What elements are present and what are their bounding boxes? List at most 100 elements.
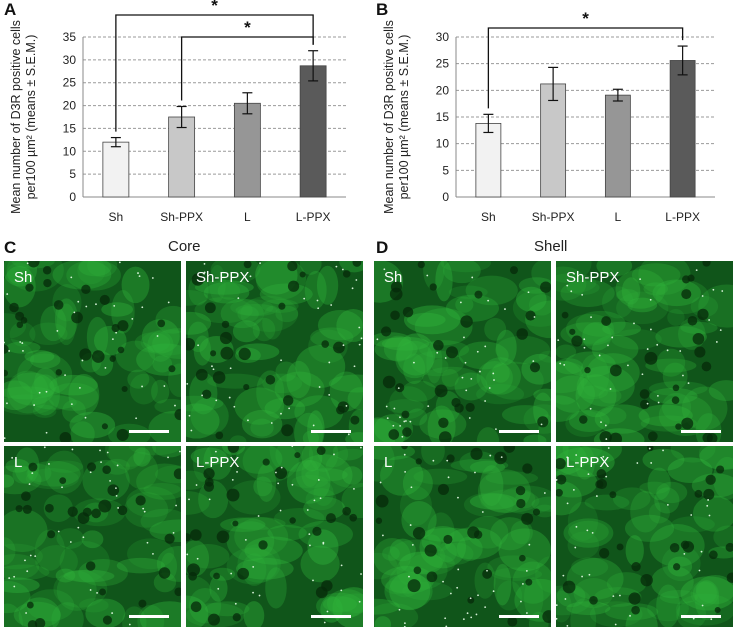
puncta <box>492 372 495 375</box>
puncta <box>360 446 362 449</box>
puncta <box>707 499 710 501</box>
stain-patch <box>322 596 357 613</box>
stain-patch <box>645 358 697 373</box>
stain-patch <box>495 329 517 366</box>
cell-nucleus <box>34 617 46 627</box>
cell-nucleus <box>467 526 480 539</box>
cell-nucleus <box>647 431 658 442</box>
cell-nucleus <box>515 485 526 496</box>
puncta <box>95 303 97 306</box>
puncta <box>385 405 388 408</box>
puncta <box>84 416 87 419</box>
stain-patch <box>295 344 346 388</box>
puncta <box>48 463 50 465</box>
puncta <box>646 348 649 350</box>
stain-patch <box>307 410 325 442</box>
cell-nucleus <box>138 599 147 608</box>
cell-nucleus <box>71 311 83 324</box>
puncta <box>215 399 218 402</box>
stain-patch <box>474 562 496 599</box>
puncta <box>104 366 107 369</box>
micrograph-texture <box>374 261 551 442</box>
stain-patch <box>479 465 504 507</box>
stain-patch <box>5 458 30 473</box>
puncta <box>203 271 206 274</box>
puncta <box>8 350 11 352</box>
stain-patch <box>406 312 446 327</box>
stain-patch <box>140 329 181 356</box>
stain-patch <box>658 395 713 436</box>
cell-nucleus <box>121 385 128 393</box>
puncta <box>602 455 605 458</box>
puncta <box>487 299 490 302</box>
cell-nucleus <box>26 601 34 609</box>
stain-patch <box>384 572 433 610</box>
puncta <box>106 451 109 454</box>
puncta <box>446 459 449 462</box>
shell-micrograph-l-ppx: L-PPX <box>556 446 733 627</box>
stain-patch <box>445 294 500 322</box>
puncta <box>360 573 362 575</box>
cell-nucleus <box>109 355 116 362</box>
stain-patch <box>589 601 643 627</box>
stain-patch <box>380 455 424 496</box>
stain-patch <box>374 446 415 461</box>
cell-nucleus <box>726 572 733 583</box>
puncta <box>466 612 469 615</box>
puncta <box>500 456 503 459</box>
cell-nucleus <box>525 310 536 321</box>
stain-patch <box>573 578 614 609</box>
stain-patch <box>638 261 691 295</box>
puncta <box>319 497 322 500</box>
puncta <box>543 492 546 494</box>
stain-patch <box>399 551 443 575</box>
puncta <box>495 428 497 431</box>
puncta <box>236 471 238 473</box>
stain-patch <box>59 541 110 583</box>
stain-patch <box>695 575 733 605</box>
puncta <box>595 495 598 497</box>
puncta <box>335 265 338 268</box>
puncta <box>401 435 404 438</box>
stain-patch <box>24 350 55 363</box>
puncta <box>605 475 608 478</box>
stain-patch <box>154 465 181 484</box>
cell-nucleus <box>238 347 251 361</box>
stain-patch <box>32 404 57 418</box>
bar-l-ppx <box>669 60 696 198</box>
cell-nucleus <box>243 383 250 391</box>
stain-patch <box>55 568 76 583</box>
puncta <box>708 514 711 517</box>
stain-patch <box>556 266 587 301</box>
puncta <box>81 359 84 362</box>
puncta <box>277 482 280 485</box>
stain-patch <box>316 265 339 305</box>
stain-patch <box>566 280 600 295</box>
puncta <box>11 456 14 459</box>
stain-patch <box>77 261 106 285</box>
significance-bracket <box>180 36 314 101</box>
puncta <box>57 530 60 533</box>
cell-nucleus <box>349 513 358 522</box>
cell-nucleus <box>494 451 507 465</box>
puncta <box>656 395 659 397</box>
puncta <box>19 341 22 343</box>
puncta <box>449 592 452 595</box>
micrograph-label: L <box>14 454 23 471</box>
puncta <box>99 449 101 452</box>
puncta <box>633 322 635 325</box>
cell-nucleus <box>569 328 576 335</box>
puncta <box>641 373 644 376</box>
puncta <box>648 447 651 450</box>
stain-patch <box>295 454 353 497</box>
puncta <box>650 462 653 464</box>
stain-patch <box>437 541 457 563</box>
puncta <box>563 363 566 366</box>
puncta <box>26 262 29 265</box>
stain-patch <box>562 446 622 465</box>
stain-patch <box>85 598 126 627</box>
puncta <box>317 479 320 481</box>
micrograph-texture <box>556 261 733 442</box>
cell-nucleus <box>390 310 400 321</box>
cell-nucleus <box>454 403 464 413</box>
